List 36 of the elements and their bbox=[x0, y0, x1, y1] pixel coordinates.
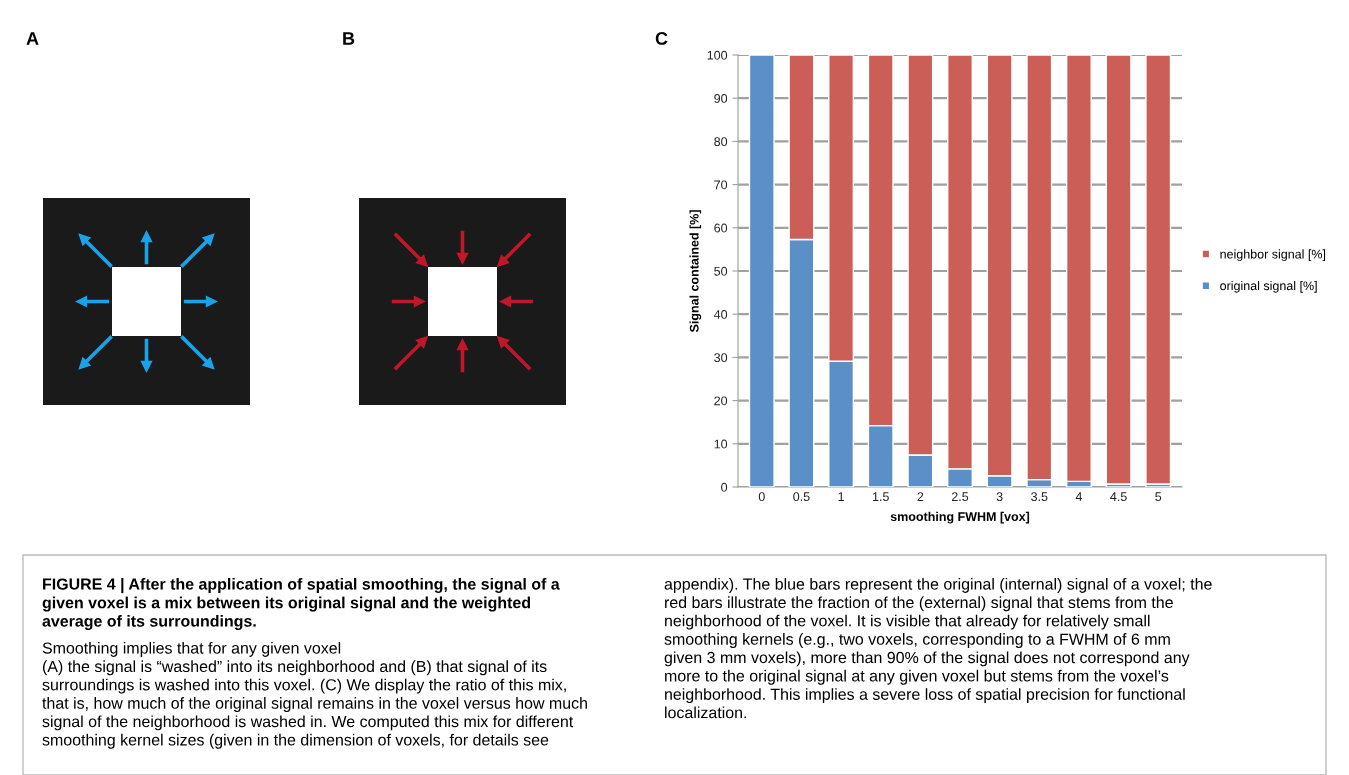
y-tick-label: 40 bbox=[713, 310, 728, 319]
y-tick-label: 20 bbox=[714, 396, 728, 406]
x-tick-label: 0.5 bbox=[793, 492, 810, 502]
bar bbox=[1065, 55, 1092, 483]
y-tick-label: 70 bbox=[714, 180, 728, 190]
legend-label: original signal [%] bbox=[1220, 281, 1317, 293]
caption: FIGURE 4 | After the application of spatial smoothing, the signal of a given voxel is a mix between its original signal and the weighted average of its surroundings. bbox=[42, 578, 560, 630]
x-tick-label: 5 bbox=[1155, 492, 1162, 502]
x-tick-label: 4 bbox=[1075, 492, 1083, 501]
y-tick-label: 50 bbox=[714, 266, 728, 276]
x-axis-title: smoothing FWHM [vox] bbox=[890, 511, 1030, 524]
y-tick-label: 10 bbox=[714, 439, 728, 449]
y-tick-label: 80 bbox=[714, 137, 728, 147]
x-tick-label: 1 bbox=[838, 492, 844, 501]
y-tick-label: 90 bbox=[714, 94, 728, 103]
y-axis-title: Signal contained [%] bbox=[689, 210, 702, 333]
x-tick-label: 3 bbox=[996, 492, 1003, 502]
text: appendix). The blue bars represent the original (internal) signal of a voxel; the red bars illustrate the fraction of the (external) signal that stems from the neighborhood of the voxel. It is visible that already for relatively small smoothing kernels (e.g., two voxels, corresponding to a FWHM of 6 mm given 3 mm voxels), more than 90% of the signal does not correspond any more to the original signal at any given voxel but stems from the voxel’s neighborhood. This implies a severe loss of spatial precision for functional localization. bbox=[664, 578, 1212, 719]
x-tick-label: 4.5 bbox=[1110, 492, 1127, 502]
y-tick-label: 100 bbox=[707, 50, 728, 60]
text: B bbox=[343, 32, 355, 45]
y-tick-label: 60 bbox=[714, 223, 728, 233]
text: A bbox=[26, 32, 39, 45]
x-tick-label: 1.5 bbox=[872, 492, 889, 502]
x-tick-label: 2.5 bbox=[951, 492, 969, 502]
bar bbox=[1145, 55, 1172, 485]
x-tick-label: 2 bbox=[917, 492, 924, 501]
text: C bbox=[655, 32, 668, 45]
bar bbox=[1105, 55, 1132, 485]
bar bbox=[748, 55, 775, 487]
legend-label: neighbor signal [%] bbox=[1220, 249, 1326, 261]
x-tick-label: 3.5 bbox=[1031, 492, 1048, 502]
text: Smoothing implies that for any given voxel (A) the signal is “washed” into its neighborhood and (B) that signal of its surroundings is washed into this voxel. (C) We display the ratio of this mix, that is, how much of the original signal remains in the voxel versus how much signal of the neighborhood is washed in. We computed this mix for different smoothing kernel sizes (given in the dimension of voxels, for details see bbox=[42, 642, 587, 749]
y-tick-label: 0 bbox=[721, 482, 728, 492]
y-tick-label: 30 bbox=[714, 353, 728, 363]
x-tick-label: 0 bbox=[758, 492, 765, 502]
